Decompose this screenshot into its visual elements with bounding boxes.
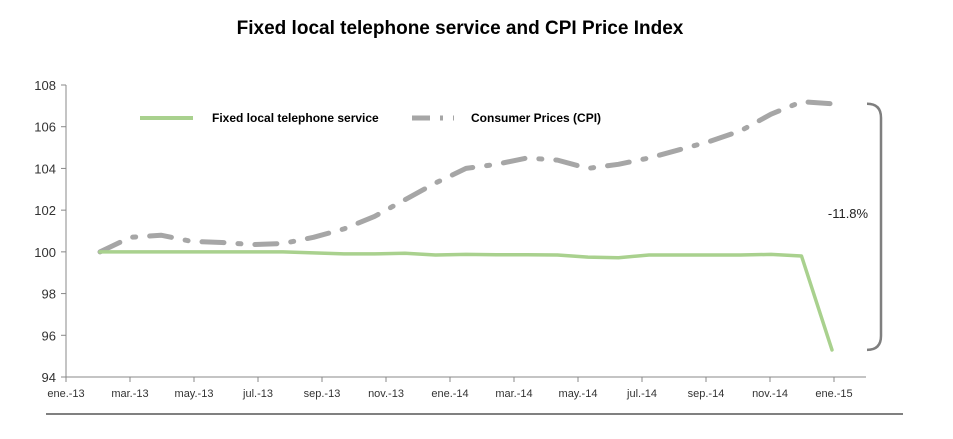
chart-title: Fixed local telephone service and CPI Pr… [236,18,684,39]
y-tick-labels: 94 96 98 100 102 104 106 108 [34,78,56,385]
x-tick-label: sep.-13 [304,388,341,400]
y-tick-label: 106 [34,120,56,135]
series-line-cpi [97,99,835,255]
difference-bracket [866,102,883,352]
x-tick-label: may.-13 [175,388,214,400]
legend-label-cpi: Consumer Prices (CPI) [471,111,601,125]
x-tick-label: may.-14 [559,388,598,400]
legend: Fixed local telephone service Consumer Pr… [140,111,601,125]
y-tick-label: 94 [42,370,56,385]
x-tick-labels: ene.-13 mar.-13 may.-13 jul.-13 sep.-13 nov.-… [47,388,852,400]
axes [61,84,866,382]
x-tick-label: ene.-14 [431,388,468,400]
y-tick-label: 98 [42,287,56,302]
x-tick-label: mar.-14 [495,388,532,400]
x-tick-label: mar.-13 [111,388,148,400]
legend-label-fixed-telephone: Fixed local telephone service [212,111,379,125]
difference-label: -11.8% [828,206,869,221]
y-tick-label: 104 [34,161,56,176]
y-tick-label: 102 [34,203,56,218]
annotation: -11.8% [828,102,883,352]
y-tick-label: 100 [34,245,56,260]
x-tick-label: nov.-13 [368,388,404,400]
x-tick-label: jul.-13 [242,388,273,400]
x-tick-label: sep.-14 [688,388,725,400]
x-tick-label: nov.-14 [752,388,788,400]
series-line-fixed-telephone [98,250,834,352]
x-tick-label: jul.-14 [626,388,657,400]
series-layer [97,99,835,352]
x-tick-label: ene.-13 [47,388,84,400]
x-tick-label: ene.-15 [815,388,852,400]
y-tick-label: 108 [34,78,56,93]
y-tick-label: 96 [42,328,56,343]
